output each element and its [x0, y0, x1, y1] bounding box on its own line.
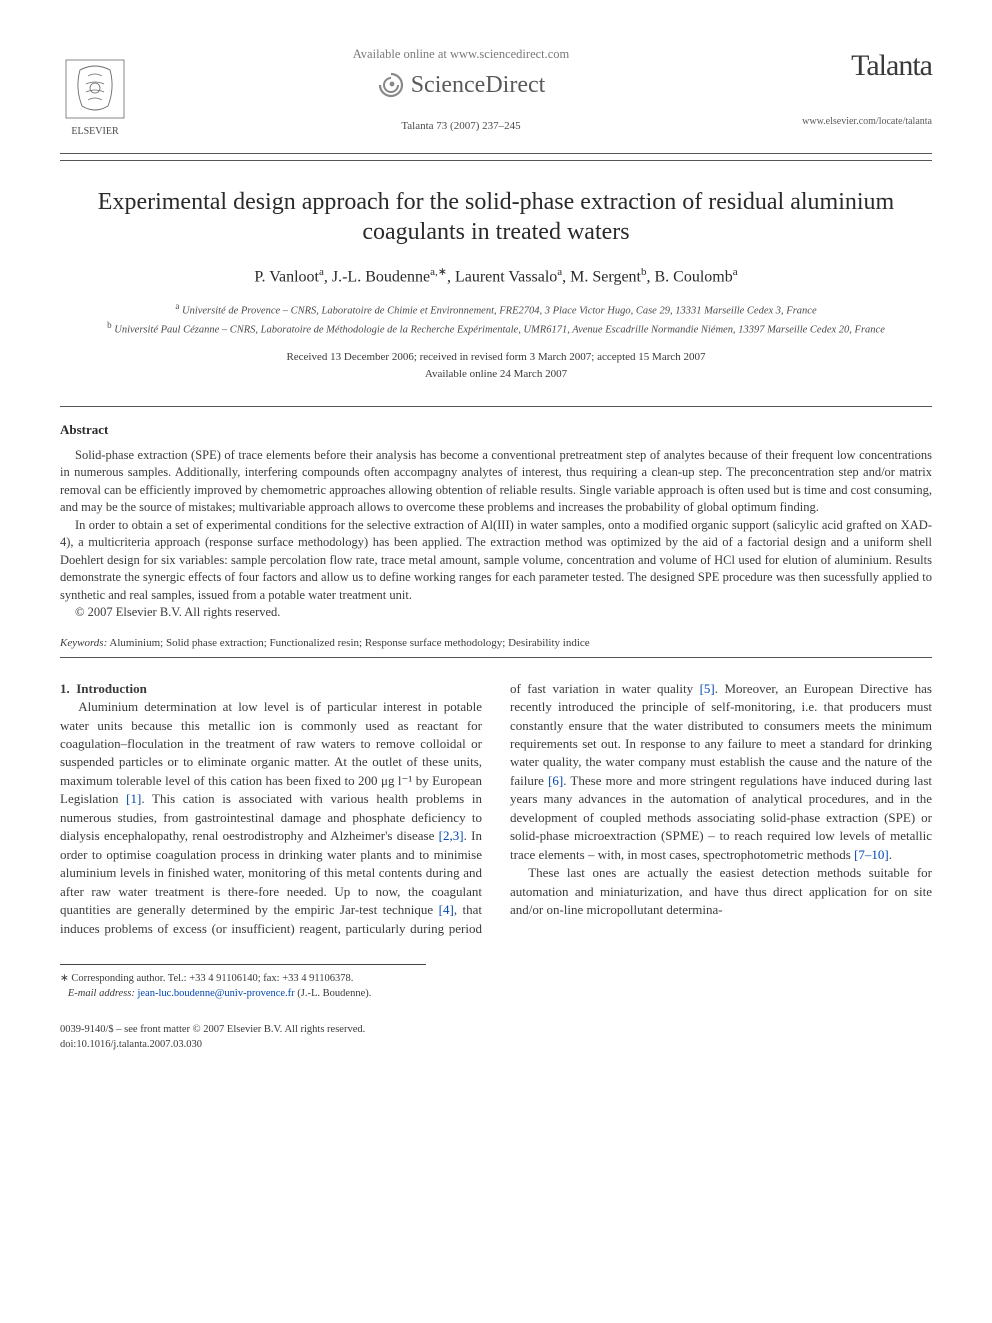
rule-top-1: [60, 153, 932, 154]
journal-brand: Talanta www.elsevier.com/locate/talanta: [792, 46, 932, 128]
journal-reference: Talanta 73 (2007) 237–245: [130, 119, 792, 134]
section-1-heading: 1. Introduction: [60, 680, 482, 698]
citation-7-10[interactable]: [7–10]: [854, 847, 889, 862]
journal-header: ELSEVIER Available online at www.science…: [60, 40, 932, 145]
sciencedirect-text: ScienceDirect: [411, 69, 546, 101]
doi-line: doi:10.1016/j.talanta.2007.03.030: [60, 1038, 932, 1053]
abstract-heading: Abstract: [60, 421, 932, 439]
emailr-Email-link[interactable]: jean-luc.boudenne@univ-provence.fr: [137, 988, 294, 999]
citation-1[interactable]: [1]: [126, 791, 141, 806]
article-dates: Received 13 December 2006; received in r…: [60, 349, 932, 382]
journal-url: www.elsevier.com/locate/talanta: [792, 115, 932, 129]
article-title: Experimental design approach for the sol…: [60, 187, 932, 247]
available-online-text: Available online at www.sciencedirect.co…: [130, 46, 792, 63]
author-list: P. Vanloota, J.-L. Boudennea,∗, Laurent …: [60, 265, 932, 288]
abstract-copyright: © 2007 Elsevier B.V. All rights reserved…: [60, 604, 932, 622]
keywords-text: Aluminium; Solid phase extraction; Funct…: [109, 637, 589, 649]
citation-4[interactable]: [4]: [439, 902, 454, 917]
affiliation-b: b Université Paul Cézanne – CNRS, Labora…: [60, 319, 932, 338]
rule-top-2: [60, 160, 932, 161]
citation-6[interactable]: [6]: [548, 773, 563, 788]
body-columns: 1. Introduction Aluminium determination …: [60, 680, 932, 938]
keywords-line: Keywords: Aluminium; Solid phase extract…: [60, 636, 932, 651]
header-center: Available online at www.sciencedirect.co…: [130, 40, 792, 134]
sciencedirect-swirl-icon: [377, 71, 405, 99]
abstract-body: Solid-phase extraction (SPE) of trace el…: [60, 447, 932, 622]
affiliation-a: a Université de Provence – CNRS, Laborat…: [60, 300, 932, 319]
abstract-p2: In order to obtain a set of experimental…: [60, 517, 932, 605]
corr-email-line: E-mail address: jean-luc.boudenne@univ-p…: [60, 986, 426, 1001]
citation-5[interactable]: [5]: [700, 681, 715, 696]
intro-p3: These last ones are actually the easiest…: [510, 864, 932, 919]
issn-line: 0039-9140/$ – see front matter © 2007 El…: [60, 1023, 932, 1038]
citation-2-3[interactable]: [2,3]: [439, 828, 464, 843]
abstract-p1: Solid-phase extraction (SPE) of trace el…: [60, 447, 932, 517]
rule-below-keywords: [60, 657, 932, 658]
elsevier-label: ELSEVIER: [71, 126, 119, 137]
corresponding-author-footnote: ∗ Corresponding author. Tel.: +33 4 9110…: [60, 964, 426, 1001]
affiliations: a Université de Provence – CNRS, Laborat…: [60, 300, 932, 337]
sciencedirect-logo: ScienceDirect: [377, 69, 546, 101]
journal-name: Talanta: [792, 46, 932, 87]
keywords-label: Keywords:: [60, 637, 107, 649]
elsevier-logo: ELSEVIER: [60, 40, 130, 145]
front-matter-footer: 0039-9140/$ – see front matter © 2007 El…: [60, 1023, 932, 1052]
dates-online: Available online 24 March 2007: [60, 366, 932, 383]
dates-received: Received 13 December 2006; received in r…: [60, 349, 932, 366]
corr-author-line: ∗ Corresponding author. Tel.: +33 4 9110…: [60, 971, 426, 986]
